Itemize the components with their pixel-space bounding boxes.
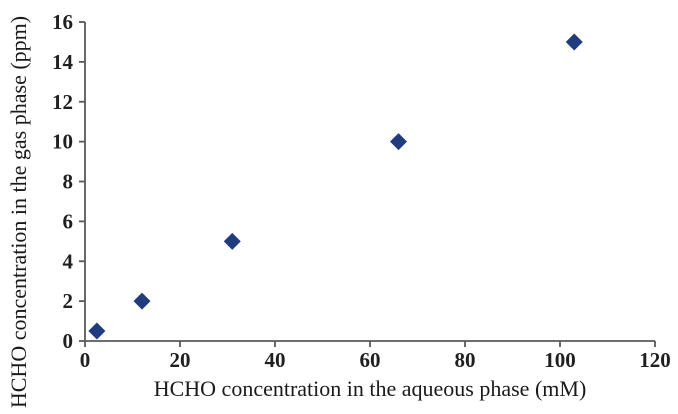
axis-lines xyxy=(84,22,655,342)
y-tick-label: 8 xyxy=(63,170,74,194)
data-point-diamond xyxy=(223,232,241,250)
x-tick-label: 60 xyxy=(360,348,381,372)
data-point-diamond xyxy=(133,292,151,310)
data-point-diamond xyxy=(88,322,106,340)
x-tick-label: 20 xyxy=(170,348,191,372)
y-tick-label: 10 xyxy=(52,130,73,154)
x-tick-label: 0 xyxy=(80,348,91,372)
y-tick-label: 2 xyxy=(63,289,74,313)
data-point-diamond xyxy=(565,33,583,51)
y-tick-label: 16 xyxy=(52,10,73,34)
y-tick-label: 6 xyxy=(63,209,74,233)
x-tick-label: 100 xyxy=(544,348,576,372)
y-tick-label: 12 xyxy=(52,90,73,114)
y-tick-label: 0 xyxy=(63,329,74,353)
x-tick-label: 120 xyxy=(639,348,671,372)
x-tick-label: 40 xyxy=(265,348,286,372)
x-tick-label: 80 xyxy=(455,348,476,372)
y-tick-label: 14 xyxy=(52,50,74,74)
data-point-diamond xyxy=(390,133,407,151)
x-axis-title: HCHO concentration in the aqueous phase … xyxy=(153,376,587,401)
y-tick-label: 4 xyxy=(63,249,74,273)
